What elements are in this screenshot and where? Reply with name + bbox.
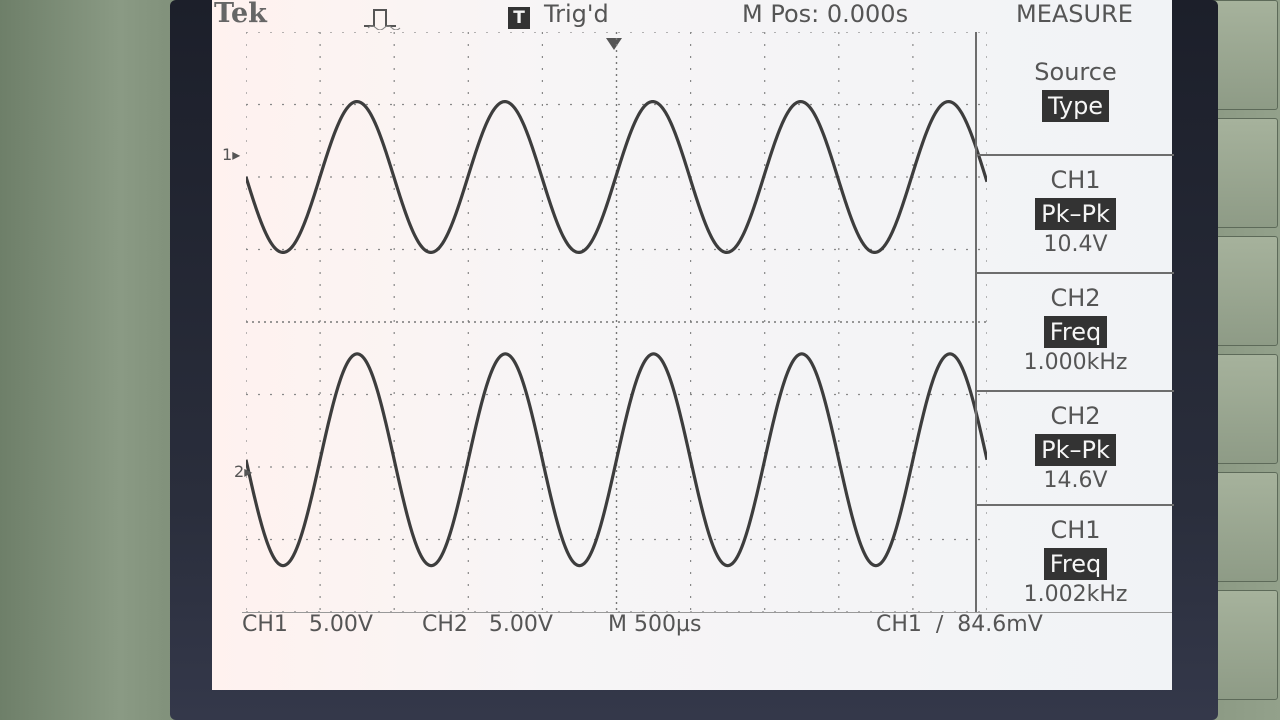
ch2-scale: CH2 5.00V xyxy=(422,612,553,637)
rising-edge-trigger-icon xyxy=(364,9,401,30)
menu-item-chip: Pk–Pk xyxy=(1035,434,1116,466)
menu-item-value: 10.4V xyxy=(1043,232,1108,257)
measurement-ch1-pkpk[interactable]: CH1 Pk–Pk 10.4V xyxy=(977,156,1174,274)
timebase: M 500µs xyxy=(608,612,702,637)
menu-item-title: CH1 xyxy=(1050,166,1101,194)
menu-title: MEASURE xyxy=(1016,0,1133,28)
menu-item-value: 14.6V xyxy=(1043,468,1108,493)
waveform-ch2 xyxy=(246,352,987,568)
menu-source-type[interactable]: Source Type xyxy=(977,32,1174,156)
trigger-level: CH1 ∕ 84.6mV xyxy=(876,612,1043,637)
measure-menu: Source Type CH1 Pk–Pk 10.4V CH2 Freq 1.0… xyxy=(975,32,1174,612)
horizontal-position: M Pos: 0.000s xyxy=(742,0,909,28)
ch1-ground-marker: 1▸ xyxy=(222,145,241,164)
menu-item-chip: Freq xyxy=(1043,548,1108,580)
scope-bezel-left xyxy=(0,0,200,720)
menu-item-title: CH2 xyxy=(1050,402,1101,430)
trigger-position-arrow-icon xyxy=(606,38,622,50)
menu-item-value: 1.002kHz xyxy=(1023,582,1128,607)
oscilloscope-screen: Tek T Trig'd M Pos: 0.000s MEASURE 1▸ 2▸… xyxy=(212,0,1174,690)
waveform-ch1 xyxy=(246,99,987,255)
menu-item-title: CH2 xyxy=(1050,284,1101,312)
menu-item-title: Source xyxy=(1034,58,1117,86)
measurement-ch2-freq[interactable]: CH2 Freq 1.000kHz xyxy=(977,274,1174,392)
menu-item-chip: Freq xyxy=(1043,316,1108,348)
trigger-status: Trig'd xyxy=(544,0,609,28)
waveform-plot xyxy=(246,32,987,612)
ch1-scale: CH1 5.00V xyxy=(242,612,373,637)
menu-item-chip: Type xyxy=(1041,90,1110,122)
status-divider xyxy=(242,612,1172,613)
trigger-badge: T xyxy=(508,7,530,29)
brand-logo: Tek xyxy=(214,0,267,29)
ch2-ground-marker: 2▸ xyxy=(234,462,253,481)
menu-item-value: 1.000kHz xyxy=(1023,350,1128,375)
measurement-ch1-freq[interactable]: CH1 Freq 1.002kHz xyxy=(977,506,1174,610)
measurement-ch2-pkpk[interactable]: CH2 Pk–Pk 14.6V xyxy=(977,392,1174,506)
menu-item-title: CH1 xyxy=(1050,516,1101,544)
menu-item-chip: Pk–Pk xyxy=(1035,198,1116,230)
